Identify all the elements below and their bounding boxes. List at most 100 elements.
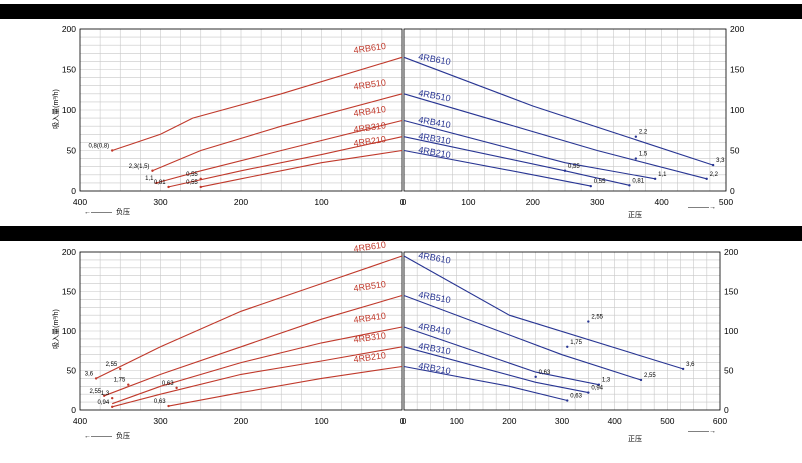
curve-point-label: 0,8(0,8) [89,144,110,150]
positive-pressure-label: 正压 [628,435,642,443]
series-name-label: 4RB410 [353,104,387,118]
x-tick-label: 200 [234,416,248,426]
y-tick-label: 0 [730,186,735,196]
y-tick-label: 0 [724,405,729,415]
x-tick-label: 200 [502,416,516,426]
curve-point-marker [155,181,158,185]
curve-point-marker [151,169,154,172]
curve-point-label: 2,2 [639,130,648,136]
curve-point-label: 0,94 [591,386,603,392]
x-tick-label: 100 [314,197,328,207]
curve-point-label: 1,3 [101,391,110,397]
curve-point-label: 1,3 [602,378,611,384]
curve-point-label: 0,55 [594,179,606,185]
right-plot-frame [403,28,727,192]
series-line-4RB610 [112,56,403,152]
curve-point-label: 0,81 [154,180,166,186]
curve-point-marker [534,375,537,379]
y-axis-label: 吸入量(m³/h) [52,309,60,349]
series-name-label: 4RB210 [418,361,452,376]
series-name-label: 4RB510 [353,77,387,91]
curve-point-label: 2,55 [591,315,603,321]
negative-pressure-label: 负压 [116,431,130,440]
curve-point-label: 1,5 [639,152,648,158]
middle-divider-band [0,226,802,241]
curve-point-marker [587,391,590,394]
left-plot-frame [79,251,403,411]
curve-point-marker [111,396,114,400]
curve-point-label: 1,75 [570,340,582,346]
curve-point-marker [127,383,130,386]
x-tick-label: 0 [400,197,405,207]
y-tick-label: 100 [62,326,76,336]
series-line-4RB210 [200,149,403,188]
x-tick-label: 400 [608,416,622,426]
x-tick-label: 100 [450,416,464,426]
curve-point-marker [167,185,170,189]
curve-point-marker [566,399,569,402]
left-arrow-icon: ←——— [84,209,112,216]
curve-point-label: 2,55 [89,389,101,395]
series-line-4RB410 [403,326,600,386]
series-name-label: 4RB310 [353,120,387,134]
series-line-4RB310 [403,346,589,394]
y-tick-label: 50 [67,146,77,156]
curve-point-marker [175,386,178,390]
curve-point-label: 1,1 [658,172,667,178]
y-tick-label: 50 [724,366,734,376]
series-name-label: 4RB410 [418,115,452,130]
right-arrow-icon: ———→ [688,204,716,211]
series-name-label: 4RB210 [418,145,452,160]
curve-point-marker [639,378,643,382]
curve-point-marker [705,177,708,181]
series-line-4RB610 [95,255,403,379]
curve-point-marker [634,135,638,138]
series-name-label: 4RB510 [353,279,387,293]
positive-pressure-label: 正压 [628,211,642,219]
series-line-4RB210 [403,365,568,402]
series-line-4RB510 [403,294,642,381]
curve-point-label: 0,55 [186,180,198,186]
series-name-label: 4RB510 [418,88,452,103]
x-tick-label: 100 [461,197,475,207]
x-tick-label: 0 [402,197,407,207]
x-tick-label: 400 [73,416,87,426]
series-line-4RB410 [156,119,403,184]
series-line-4RB310 [112,346,403,408]
y-tick-label: 0 [71,405,76,415]
x-tick-label: 600 [713,416,727,426]
curve-point-label: 0,63 [570,394,582,400]
x-tick-label: 0 [400,416,405,426]
curve-point-label: 1,1 [145,176,154,182]
x-tick-label: 200 [234,197,248,207]
series-line-4RB310 [168,136,403,188]
y-axis-label: 吸入量(m³/h) [52,89,60,129]
y-tick-label: 50 [730,146,740,156]
y-tick-label: 100 [62,105,76,115]
curve-point-label: 1,75 [114,378,126,384]
series-line-4RB210 [168,365,403,407]
x-tick-label: 300 [153,416,167,426]
x-tick-label: 400 [73,197,87,207]
curve-point-marker [167,404,170,408]
x-tick-label: 300 [590,197,604,207]
series-line-4RB510 [152,93,403,172]
x-tick-label: 300 [153,197,167,207]
right-grid-0 [403,28,727,192]
series-line-4RB410 [112,326,403,405]
curve-point-marker [111,149,114,152]
x-tick-label: 300 [555,416,569,426]
series-line-4RB610 [403,56,714,166]
x-tick-label: 0 [402,416,407,426]
curve-point-marker [102,394,106,397]
curve-point-label: 3,3 [716,158,725,164]
y-tick-label: 100 [730,105,744,115]
y-tick-label: 150 [62,65,76,75]
series-name-label: 4RB310 [418,341,452,356]
y-tick-label: 100 [724,326,738,336]
y-tick-label: 150 [724,287,738,297]
series-line-4RB610 [403,255,684,370]
y-tick-label: 0 [71,186,76,196]
x-tick-label: 100 [314,416,328,426]
